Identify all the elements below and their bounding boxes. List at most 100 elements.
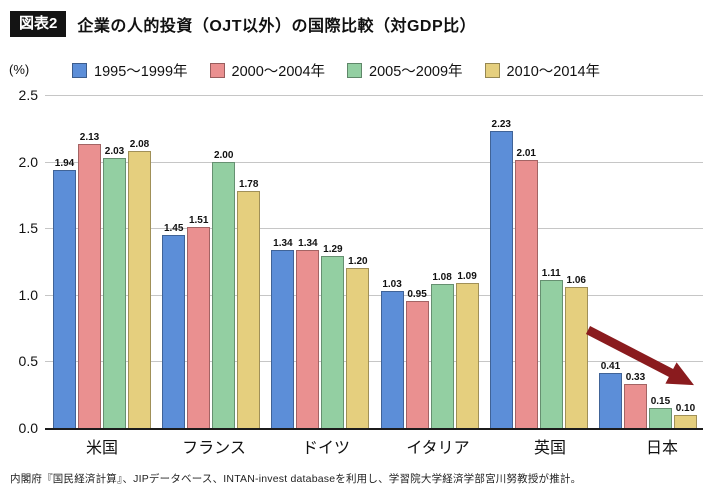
bar: 1.06 xyxy=(564,275,588,428)
bar: 1.20 xyxy=(346,256,370,428)
y-axis-unit-label: (%) xyxy=(9,62,30,77)
bar-rect xyxy=(405,301,429,428)
bar-rect xyxy=(623,384,647,428)
bar: 1.08 xyxy=(430,272,454,428)
bar-groups: 1.94 2.13 2.03 2.08 1.45 1.51 2.00 1.78 1.34 1.34… xyxy=(45,95,703,428)
bar-rect xyxy=(187,226,211,428)
bar: 1.29 xyxy=(321,244,345,428)
bar-rect xyxy=(648,408,672,428)
bar-group: 1.03 0.95 1.08 1.09 xyxy=(380,270,479,428)
bar: 1.11 xyxy=(539,268,563,428)
y-tick-label: 1.0 xyxy=(18,286,38,303)
bar-value-label: 0.95 xyxy=(407,289,427,301)
y-tick-label: 1.5 xyxy=(18,220,38,237)
bar-value-label: 1.51 xyxy=(188,214,209,226)
bar-rect xyxy=(380,290,404,428)
bar-rect xyxy=(53,169,76,428)
bar-rect xyxy=(539,280,563,428)
bar: 0.41 xyxy=(598,361,622,428)
legend-label: 2000～2004年 xyxy=(231,64,326,80)
legend-swatch-icon xyxy=(347,63,363,78)
x-axis-label: フランス xyxy=(182,440,246,457)
source-note: 内閣府『国民経済計算』、JIPデータベース、INTAN-invest datab… xyxy=(10,473,582,485)
bar-rect xyxy=(514,160,538,428)
bar: 2.00 xyxy=(212,149,236,428)
bar-rect xyxy=(346,268,370,428)
legend-swatch-icon xyxy=(72,63,87,78)
bar-rect xyxy=(564,286,588,428)
bar-rect xyxy=(271,249,295,428)
bar-value-label: 1.11 xyxy=(541,268,561,280)
y-tick-label: 0.5 xyxy=(18,353,38,370)
legend-swatch-icon xyxy=(209,63,225,78)
y-axis-ticks: 2.5 2.0 1.5 1.0 0.5 0.0 xyxy=(0,87,38,436)
gridline xyxy=(45,361,703,363)
bar-group: 1.34 1.34 1.29 1.20 xyxy=(271,237,370,428)
bar-value-label: 2.08 xyxy=(129,138,150,150)
bar-value-label: 1.34 xyxy=(298,237,318,249)
bar-rect xyxy=(455,282,479,428)
bar-rect xyxy=(103,157,126,428)
legend-item: 1995～1999年 xyxy=(72,60,188,81)
legend-item: 2000～2004年 xyxy=(209,60,326,81)
x-axis-label: ドイツ xyxy=(301,440,350,457)
bar-rect xyxy=(673,414,697,428)
x-axis-label: 米国 xyxy=(85,440,118,457)
y-tick-label: 2.5 xyxy=(18,87,38,103)
bar-value-label: 0.41 xyxy=(600,361,621,373)
bar-value-label: 0.10 xyxy=(675,402,696,414)
bar-rect xyxy=(321,256,345,428)
bar-value-label: 1.09 xyxy=(457,270,477,282)
bar-value-label: 2.00 xyxy=(213,149,234,161)
bar-value-label: 1.45 xyxy=(163,222,184,234)
plot-area: 1.94 2.13 2.03 2.08 1.45 1.51 2.00 1.78 1.34 1.34… xyxy=(45,95,703,430)
decline-arrow-icon xyxy=(583,323,701,395)
bar-rect xyxy=(212,161,236,428)
bar: 1.51 xyxy=(187,214,211,428)
bar-value-label: 1.29 xyxy=(323,244,343,256)
bar: 0.10 xyxy=(673,402,697,428)
bar-rect xyxy=(237,190,261,428)
bar-value-label: 2.23 xyxy=(491,118,511,130)
x-axis-labels: 米国 フランス ドイツ イタリア 英国 日本 xyxy=(45,434,710,458)
legend: 1995～1999年 2000～2004年 2005～2009年 2010～2014年 xyxy=(72,60,600,81)
bar-group: 2.23 2.01 1.11 1.06 xyxy=(489,118,588,428)
bar: 1.09 xyxy=(455,270,479,428)
gridline xyxy=(45,294,703,296)
figure-header: 図表2 企業の人的投資（OJT以外）の国際比較（対GDP比） xyxy=(10,11,476,37)
bar-value-label: 2.03 xyxy=(104,145,125,157)
figure-title: 企業の人的投資（OJT以外）の国際比較（対GDP比） xyxy=(77,18,477,35)
bar-value-label: 1.34 xyxy=(273,237,293,249)
bar-group: 0.41 0.33 0.15 0.10 xyxy=(598,361,697,428)
x-axis-label: 英国 xyxy=(533,440,566,457)
bar-value-label: 1.20 xyxy=(348,256,368,268)
bar: 1.45 xyxy=(162,222,186,428)
x-axis-label: 日本 xyxy=(645,440,678,457)
gridline xyxy=(45,228,703,230)
legend-label: 2010～2014年 xyxy=(506,64,601,80)
bar-value-label: 0.33 xyxy=(625,372,646,384)
legend-item: 2010～2014年 xyxy=(484,60,601,81)
bar-value-label: 1.03 xyxy=(382,278,402,290)
bar-rect xyxy=(430,284,454,428)
bar-group: 1.45 1.51 2.00 1.78 xyxy=(162,149,261,428)
legend-label: 1995～1999年 xyxy=(94,64,188,80)
legend-item: 2005～2009年 xyxy=(347,60,463,81)
bar-rect xyxy=(128,150,151,428)
legend-swatch-icon xyxy=(484,63,500,78)
bar-group: 1.94 2.13 2.03 2.08 xyxy=(53,132,151,428)
bar-rect xyxy=(296,249,320,428)
bar: 1.34 xyxy=(271,237,295,428)
bar-rect xyxy=(489,130,513,428)
bar-rect xyxy=(78,144,101,428)
bar-value-label: 0.15 xyxy=(650,396,671,408)
bar-value-label: 2.01 xyxy=(516,148,536,160)
x-axis-label: イタリア xyxy=(406,440,470,457)
figure-number-badge: 図表2 xyxy=(10,11,67,37)
legend-label: 2005～2009年 xyxy=(369,64,463,80)
bar: 2.01 xyxy=(514,148,538,428)
bar-value-label: 1.78 xyxy=(238,178,259,190)
bar-value-label: 2.13 xyxy=(79,132,100,144)
bar-rect xyxy=(598,373,622,428)
